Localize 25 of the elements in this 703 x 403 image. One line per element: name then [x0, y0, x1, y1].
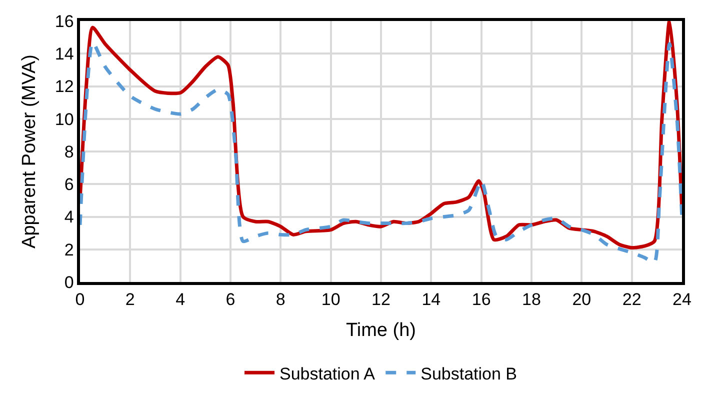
y-tick-label: 10 — [54, 110, 74, 129]
x-tick-label: 10 — [321, 290, 340, 310]
y-tick-label: 0 — [64, 272, 74, 292]
x-tick-label: 4 — [176, 290, 186, 310]
x-tick-label: 18 — [522, 290, 541, 310]
legend-label: Substation B — [420, 364, 518, 384]
x-tick-label: 20 — [572, 290, 592, 310]
y-tick-label: 16 — [54, 12, 74, 31]
x-tick-label: 16 — [472, 290, 491, 310]
legend-label: Substation A — [280, 364, 376, 384]
y-tick-label: 2 — [64, 240, 74, 260]
y-tick-label: 14 — [54, 44, 74, 64]
x-tick-label: 24 — [672, 290, 692, 310]
x-tick-label: 12 — [372, 290, 390, 310]
y-tick-label: 8 — [64, 142, 74, 162]
x-tick-label: 6 — [226, 290, 236, 310]
x-axis-title: Time (h) — [346, 320, 416, 341]
x-tick-label: 2 — [125, 290, 135, 310]
y-axis-title: Apparent Power (MVA) — [18, 54, 40, 248]
y-tick-label: 12 — [54, 77, 74, 96]
x-tick-label: 8 — [276, 290, 286, 310]
y-tick-label: 4 — [64, 208, 74, 227]
x-tick-label: 14 — [422, 290, 441, 310]
x-tick-label: 22 — [622, 290, 642, 310]
y-tick-label: 6 — [64, 175, 74, 194]
